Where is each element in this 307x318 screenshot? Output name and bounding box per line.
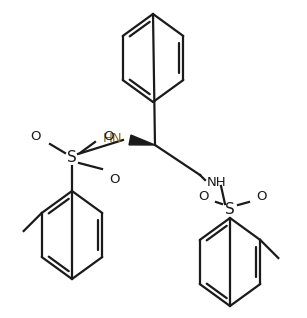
Text: S: S [67,150,77,165]
Text: O: O [256,190,266,203]
Text: S: S [225,203,235,218]
Text: O: O [103,129,114,142]
Text: NH: NH [207,176,227,190]
Text: O: O [199,190,209,203]
Text: O: O [109,173,119,186]
Text: HN: HN [102,132,122,144]
Polygon shape [129,135,155,145]
Text: O: O [30,130,41,143]
